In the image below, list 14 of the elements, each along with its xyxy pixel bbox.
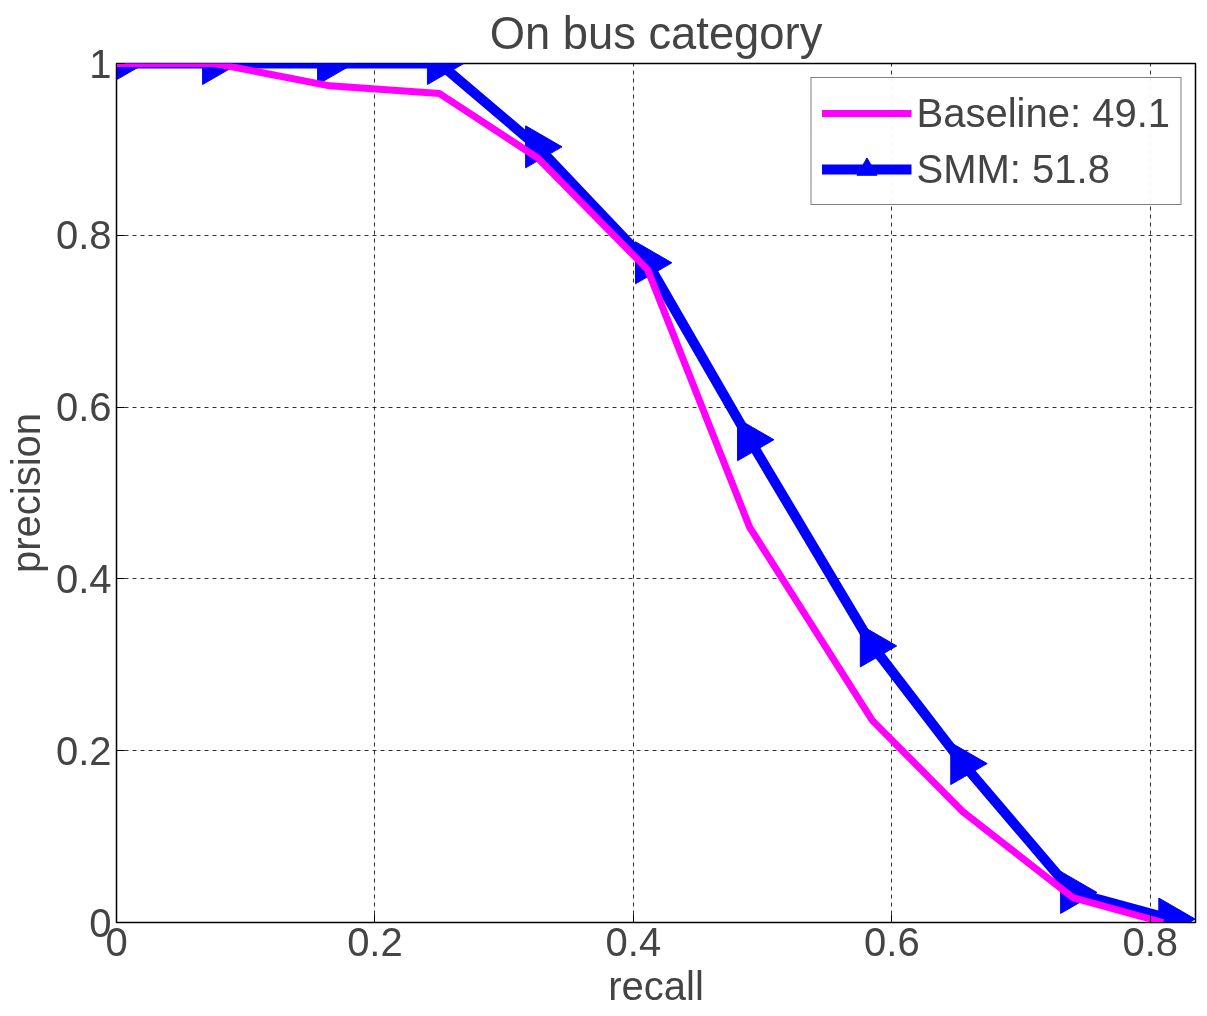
x-tick-label: 0.2 xyxy=(347,919,403,964)
y-tick-label: 0.4 xyxy=(55,556,112,601)
y-tick-label: 0.2 xyxy=(55,728,112,773)
x-tick-label: 0.6 xyxy=(864,919,920,964)
y-tick-label: 1 xyxy=(89,41,112,86)
x-axis-title: recall xyxy=(608,963,704,1008)
legend-label: SMM: 51.8 xyxy=(916,146,1110,192)
y-tick-label: 0.8 xyxy=(55,213,112,258)
legend-label: Baseline: 49.1 xyxy=(916,90,1170,136)
y-axis-title: precision xyxy=(3,412,48,574)
x-tick-label: 0.4 xyxy=(605,919,662,964)
chart-title: On bus category xyxy=(489,7,823,59)
x-tick-label: 0.8 xyxy=(1122,919,1179,964)
y-tick-label: 0.6 xyxy=(55,385,112,430)
